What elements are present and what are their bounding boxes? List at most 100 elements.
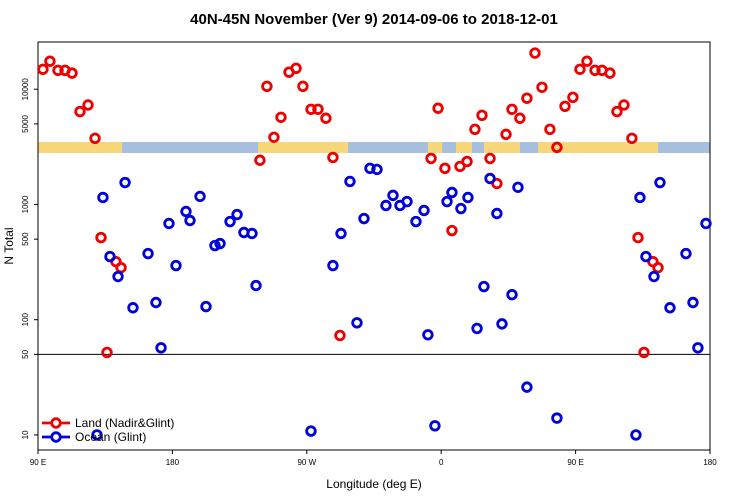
- point: [544, 123, 556, 136]
- point: [521, 92, 533, 104]
- point: [261, 80, 273, 93]
- point: [91, 429, 103, 441]
- point: [455, 202, 467, 215]
- point: [82, 99, 94, 111]
- point: [246, 227, 258, 240]
- x-tick-label: 180: [166, 458, 180, 467]
- point: [638, 346, 650, 359]
- point: [439, 162, 451, 175]
- point: [478, 280, 490, 293]
- x-tick-label: 0: [439, 458, 444, 467]
- point: [297, 80, 309, 93]
- legend-label: Land (Nadir&Glint): [75, 416, 174, 430]
- point: [514, 112, 526, 124]
- point: [254, 154, 266, 166]
- point: [200, 300, 212, 313]
- y-tick-label: 10000: [21, 78, 30, 101]
- point: [446, 186, 458, 199]
- point: [484, 152, 496, 165]
- point: [422, 329, 434, 341]
- point: [484, 172, 496, 185]
- x-tick-label: 90 E: [567, 458, 583, 467]
- point: [320, 112, 332, 124]
- point: [476, 109, 488, 122]
- point: [589, 64, 601, 76]
- legend-label: Ocean (Glint): [75, 430, 146, 444]
- point: [115, 261, 127, 274]
- x-tick-label: 180: [703, 458, 717, 467]
- point: [654, 176, 666, 189]
- point: [380, 199, 392, 212]
- point: [364, 162, 376, 175]
- point: [184, 214, 196, 227]
- point: [471, 322, 483, 335]
- point: [95, 231, 107, 244]
- point: [496, 318, 508, 330]
- point: [74, 105, 86, 118]
- point: [290, 62, 302, 74]
- point: [119, 176, 131, 189]
- point: [305, 425, 317, 437]
- point: [429, 420, 441, 432]
- point: [387, 189, 399, 202]
- chart-title: 40N-45N November (Ver 9) 2014-09-06 to 2…: [190, 11, 558, 28]
- point: [652, 261, 664, 274]
- point: [687, 296, 699, 309]
- point: [521, 381, 533, 393]
- point: [632, 231, 644, 244]
- point: [680, 247, 692, 260]
- point: [581, 55, 593, 67]
- point: [574, 63, 586, 75]
- point: [432, 102, 444, 114]
- point: [469, 123, 481, 136]
- point: [112, 270, 124, 283]
- point: [371, 163, 383, 176]
- point: [224, 215, 236, 228]
- point: [104, 250, 116, 263]
- point: [401, 195, 413, 208]
- point: [611, 105, 623, 118]
- x-tick-label: 90 E: [30, 458, 46, 467]
- point: [529, 47, 541, 59]
- point: [630, 429, 642, 441]
- legend-marker: [50, 431, 62, 443]
- point: [180, 205, 192, 218]
- point: [214, 237, 226, 250]
- point: [101, 346, 113, 359]
- point: [604, 67, 616, 79]
- point: [418, 204, 430, 217]
- point: [536, 81, 548, 93]
- point: [334, 329, 346, 342]
- point: [268, 131, 280, 143]
- y-axis-label: N Total: [2, 227, 16, 264]
- point: [351, 317, 363, 329]
- point: [150, 296, 162, 309]
- point: [441, 195, 453, 208]
- point: [89, 132, 101, 145]
- y-tick-label: 50: [21, 349, 30, 358]
- point: [559, 100, 571, 113]
- legend-marker: [50, 417, 62, 429]
- point: [358, 212, 370, 225]
- point: [692, 342, 704, 354]
- plot-frame: [37, 41, 711, 451]
- point: [127, 302, 139, 314]
- point: [410, 215, 422, 228]
- point: [567, 91, 579, 104]
- point: [551, 412, 563, 424]
- point: [506, 103, 518, 115]
- point: [462, 191, 474, 204]
- point: [327, 151, 339, 164]
- point: [231, 208, 243, 221]
- point: [425, 152, 437, 165]
- point: [250, 279, 262, 292]
- x-axis-label: Longitude (deg E): [326, 477, 421, 491]
- land-ocean-strip: [38, 142, 710, 153]
- point: [700, 217, 712, 230]
- point: [648, 270, 660, 283]
- point: [66, 67, 78, 79]
- point: [344, 175, 356, 188]
- point: [327, 259, 339, 272]
- point: [163, 217, 175, 230]
